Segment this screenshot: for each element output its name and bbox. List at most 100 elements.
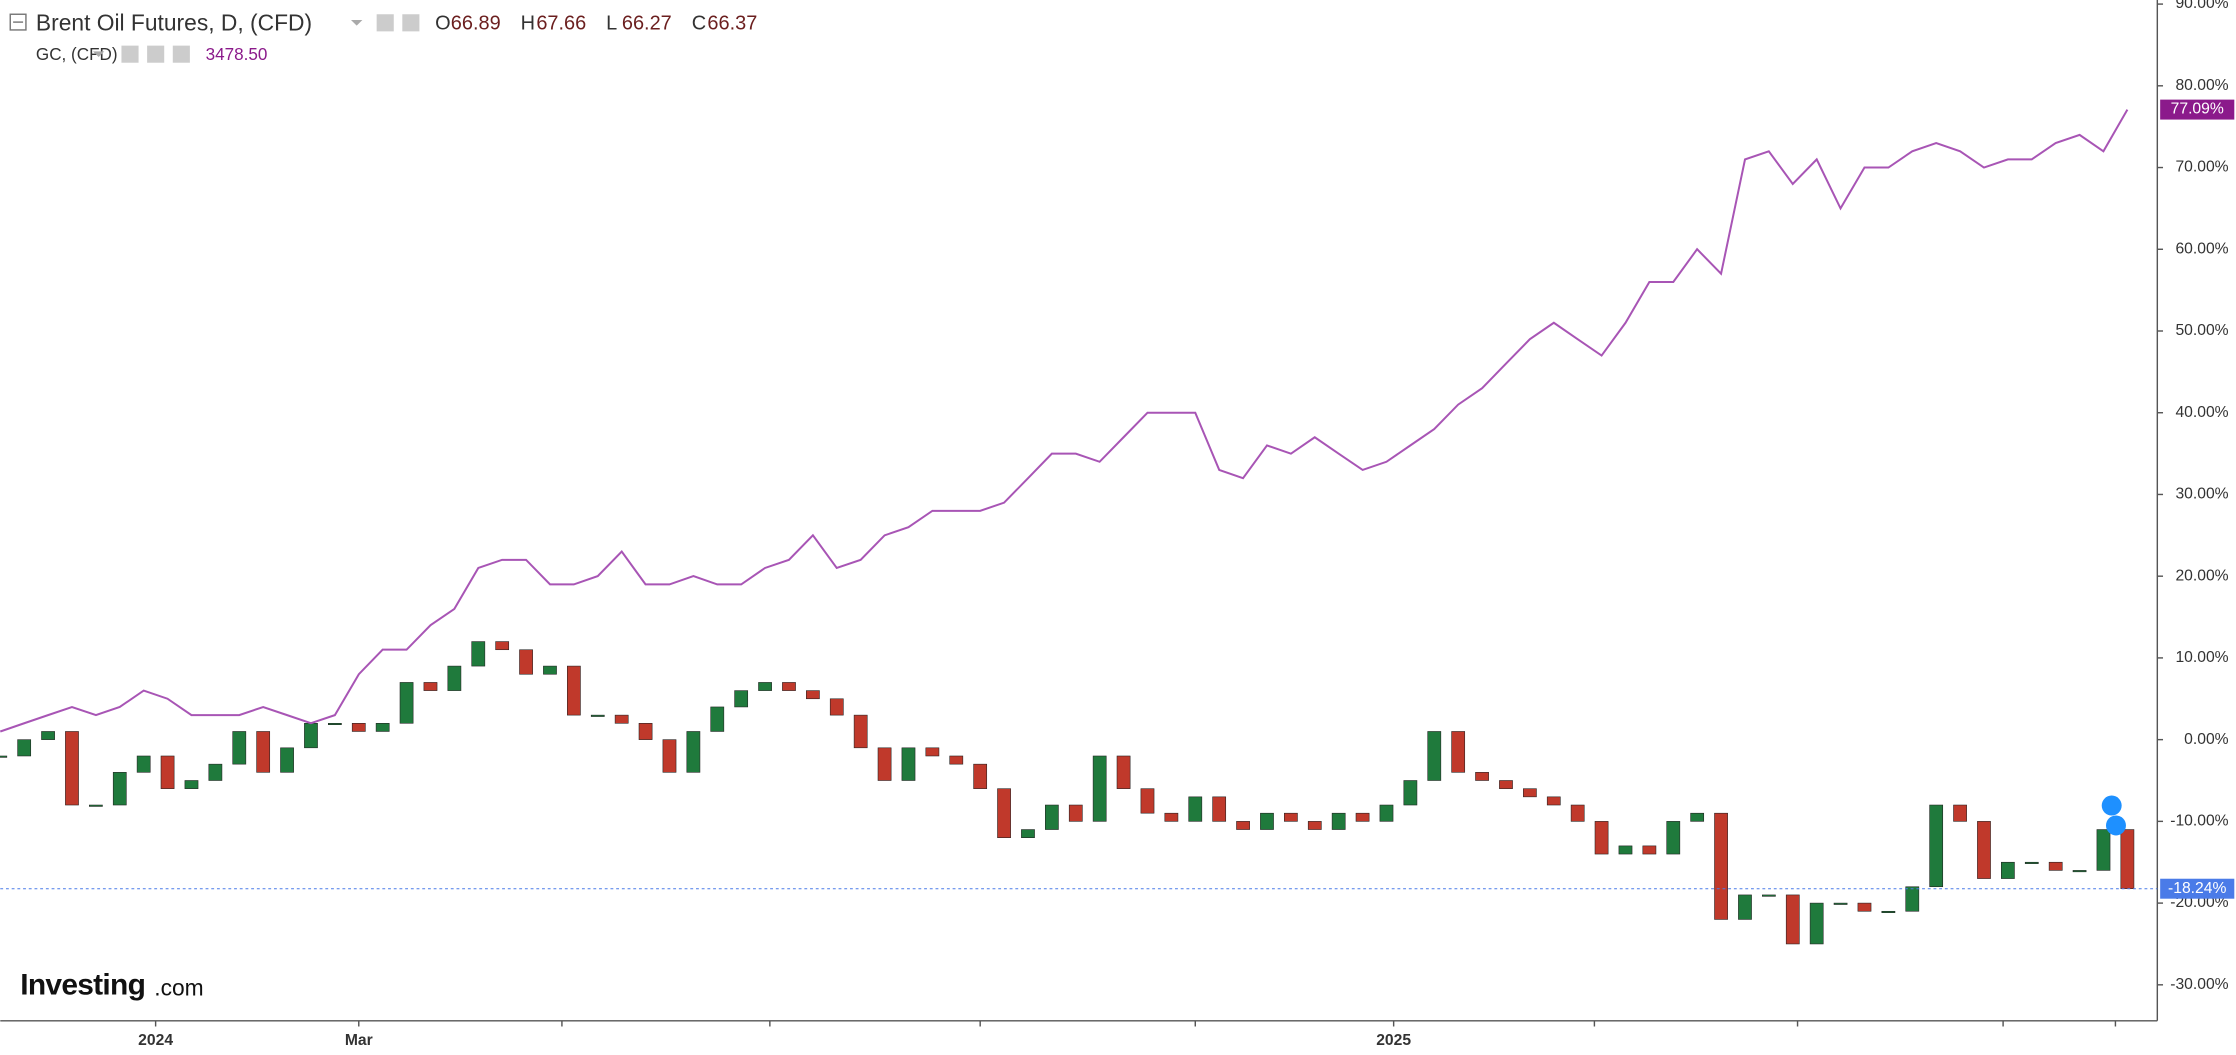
y-tick-label: 0.00% [2184,731,2229,748]
x-tick-label: 2024 [138,1032,173,1049]
ohlc-value: 66.89 [451,13,501,35]
settings-icon[interactable] [147,45,165,63]
candle [1236,821,1250,830]
candle [232,731,247,765]
y-tick-label: 70.00% [2175,159,2228,176]
y-tick-label: 20.00% [2175,567,2228,584]
candle [1953,804,1967,822]
candle [1355,812,1370,822]
candle [1331,812,1346,830]
visibility-icon[interactable] [121,45,139,63]
y-tick-label: 50.00% [2175,322,2228,339]
candle [2072,870,2087,873]
series-title: Brent Oil Futures, D, (CFD) [36,9,312,35]
settings-icon[interactable] [402,14,420,32]
candle [65,731,79,806]
candle [184,780,199,789]
candle [1164,812,1179,822]
candle [1307,821,1322,830]
ohlc-value: 66.37 [707,13,757,35]
y-tick-label: 30.00% [2175,486,2228,503]
candle [1666,821,1681,855]
candle [0,755,8,758]
watermark: Investing .com [20,968,203,1001]
candle [280,747,294,773]
candle [495,641,510,651]
candle [399,682,414,724]
candle [1905,886,1920,912]
candle [1092,755,1107,822]
close-icon[interactable] [172,45,190,63]
y-tick-label: -10.00% [2170,813,2228,830]
candle [1045,804,1059,830]
candle [1618,845,1633,855]
candle [1212,796,1227,822]
candle [328,723,342,726]
dropdown-icon[interactable] [350,19,363,26]
candle [1499,780,1513,789]
series-title: GC, (CFD) [36,45,118,64]
candle [1738,894,1752,920]
candle [2120,829,2135,889]
candle [2024,861,2039,864]
candle [973,763,988,789]
candle [1116,755,1131,789]
candle [160,755,175,789]
candle [351,723,366,732]
candle [447,665,462,691]
candle [2001,861,2015,879]
event-marker[interactable] [2101,795,2122,816]
candle [758,682,772,691]
dropdown-icon[interactable] [92,51,105,58]
ohlc-key: C [692,13,706,35]
candle [1785,894,1800,945]
candle [614,714,629,724]
candle [1714,812,1728,920]
visibility-icon[interactable] [376,14,394,32]
y-tick-label: 90.00% [2175,0,2228,12]
candle [710,706,725,732]
candle [1068,804,1083,822]
candle [1762,894,1776,897]
candle [1881,910,1896,913]
candle [375,723,390,732]
collapse-icon[interactable] [9,13,27,31]
candle [1140,788,1155,814]
y-tick-label: 10.00% [2175,649,2228,666]
candle [1379,804,1394,822]
candle [567,665,581,716]
candle [543,665,557,675]
candle [1570,804,1585,822]
candle [1284,812,1298,822]
candle [1523,788,1537,798]
candle [734,690,749,708]
watermark-suffix: .com [154,974,203,1000]
x-tick-label: 2025 [1376,1032,1411,1049]
x-tick-label: Mar [345,1032,373,1049]
candle [1260,812,1274,830]
candle [1188,796,1203,822]
ohlc-key: H [521,13,535,35]
y-tick-label: -30.00% [2170,976,2228,993]
ohlc-key: O [435,13,451,35]
candle [1594,821,1609,855]
candle [949,755,964,765]
ohlc-value: 66.27 [622,13,672,35]
candle [1977,821,1991,879]
candle [136,755,151,773]
header: Brent Oil Futures, D, (CFD) GC, (CFD) 34… [9,9,420,64]
candle [1451,731,1466,773]
candle [256,731,271,773]
candle [423,682,438,691]
candle [853,714,868,749]
candle [1833,902,1848,905]
candle [782,682,796,691]
candle [1857,902,1872,912]
candle [304,723,318,749]
event-marker[interactable] [2105,815,2126,836]
candle [925,747,940,757]
candle [1546,796,1561,806]
candle [686,731,701,773]
